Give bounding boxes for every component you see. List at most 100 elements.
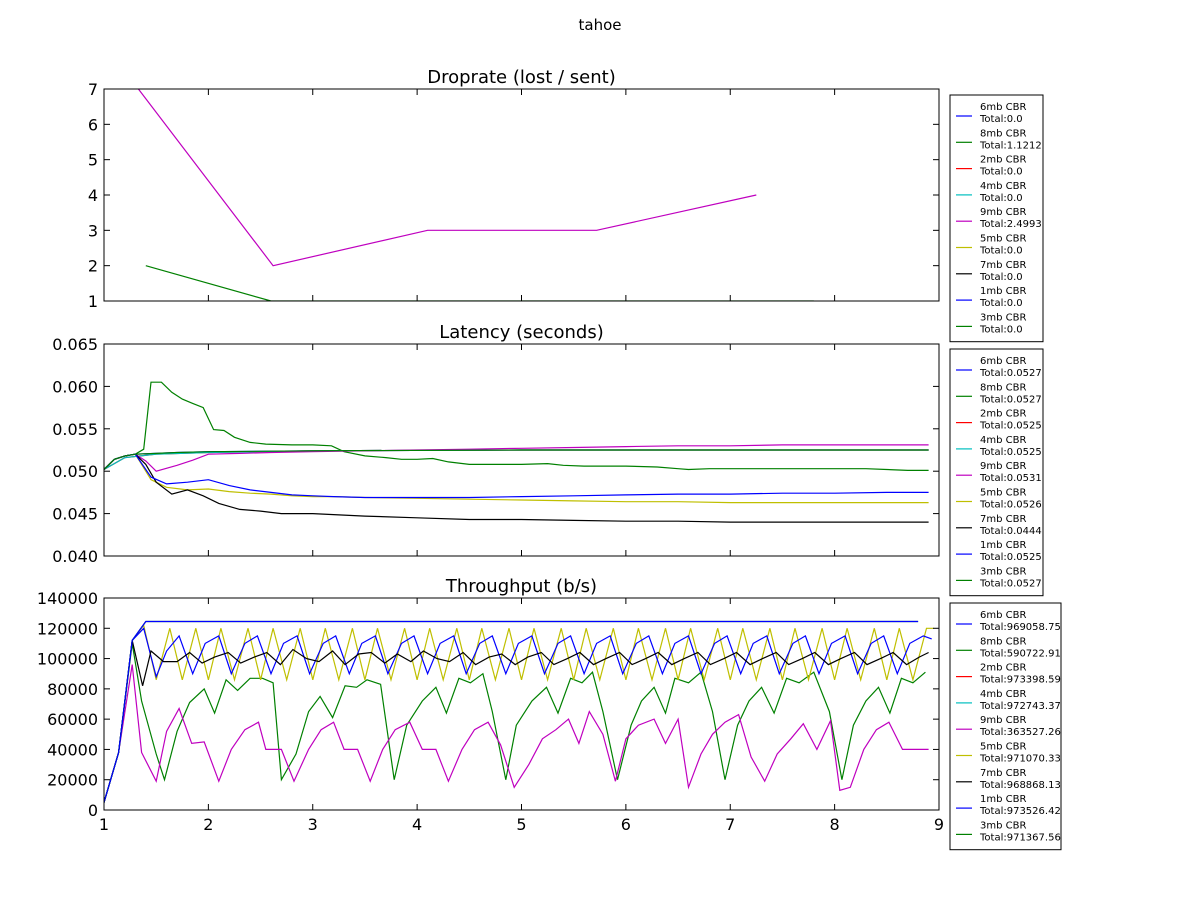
throughput-ytick-label: 80000 [47,680,98,699]
latency-legend-name: 3mb CBR [980,566,1026,577]
throughput-ytick-label: 40000 [47,740,98,759]
throughput-ytick-label: 60000 [47,710,98,729]
latency-legend-total: Total:0.0525 [979,421,1042,432]
droprate-legend-total: Total:0.0 [979,324,1023,335]
droprate-legend-total: Total:0.0 [979,272,1023,283]
throughput-ytick-label: 0 [88,801,98,820]
latency-series-2mb-cbr [104,449,929,471]
throughput-ytick-label: 20000 [47,771,98,790]
latency-ytick-label: 0.045 [52,505,98,524]
latency-legend-total: Total:0.0527 [979,394,1042,405]
droprate-legend-total: Total:0.0 [979,298,1023,309]
latency-series-1mb-cbr [104,453,929,499]
droprate-legend-name: 1mb CBR [980,286,1026,297]
throughput-ytick-label: 100000 [37,650,98,669]
latency-legend-total: Total:0.0526 [979,500,1042,511]
latency-legend-name: 6mb CBR [980,356,1026,367]
droprate-series-9mb-cbr [137,89,757,267]
throughput-legend-name: 9mb CBR [980,715,1026,726]
latency-legend-total: Total:0.0527 [979,368,1042,379]
latency-series-5mb-cbr [104,453,929,504]
latency-series-9mb-cbr [104,444,929,472]
throughput-xtick-label: 3 [308,815,318,834]
throughput-legend-total: Total:972743.37 [979,701,1061,712]
droprate-ytick-label: 1 [88,292,98,311]
latency-ytick-label: 0.060 [52,377,98,396]
droprate-legend-name: 2mb CBR [980,155,1026,166]
latency-legend-name: 9mb CBR [980,461,1026,472]
latency-series-3mb-cbr [104,449,929,470]
latency-series-6mb-cbr [104,449,929,470]
throughput-legend-name: 2mb CBR [980,663,1026,674]
droprate-legend-name: 9mb CBR [980,207,1026,218]
figure-suptitle: tahoe [579,16,622,34]
latency-legend-name: 7mb CBR [980,514,1026,525]
latency-legend-name: 1mb CBR [980,540,1026,551]
throughput-series-7mb-cbr [104,640,929,803]
droprate-legend-name: 6mb CBR [980,102,1026,113]
latency-legend-total: Total:0.0531 [979,473,1042,484]
throughput-legend-total: Total:971070.33 [979,754,1061,765]
droprate-axes-frame [103,88,940,302]
latency-series-4mb-cbr [104,449,929,471]
droprate-legend-name: 5mb CBR [980,234,1026,245]
latency-title: Latency (seconds) [439,322,604,343]
droprate-legend-name: 4mb CBR [980,181,1026,192]
droprate-plot-area [137,89,814,301]
droprate-ytick-label: 2 [88,257,98,276]
throughput-xtick-label: 1 [99,815,109,834]
droprate-legend-total: Total:1.1212 [979,140,1042,151]
droprate-legend-total: Total:0.0 [979,167,1023,178]
throughput-xtick-label: 6 [621,815,631,834]
throughput-legend-total: Total:973526.42 [979,806,1061,817]
latency-ytick-label: 0.050 [52,462,98,481]
throughput-xtick-label: 7 [725,815,735,834]
throughput-legend-name: 1mb CBR [980,794,1026,805]
throughput-series-1mb-cbr [104,620,919,803]
latency-legend-total: Total:0.0444 [979,526,1042,537]
throughput-xtick-label: 4 [412,815,422,834]
droprate-ytick-label: 5 [88,151,98,170]
latency-series-7mb-cbr [104,453,929,523]
throughput-legend-name: 5mb CBR [980,742,1026,753]
latency-legend-total: Total:0.0525 [979,552,1042,563]
throughput-ytick-label: 120000 [37,619,98,638]
throughput-legend-name: 3mb CBR [980,820,1026,831]
latency-ytick-label: 0.065 [52,335,98,354]
throughput-title: Throughput (b/s) [445,576,597,597]
throughput-plot-area [104,620,934,803]
droprate-ytick-label: 6 [88,115,98,134]
droprate-title: Droprate (lost / sent) [427,67,616,88]
droprate-legend-name: 8mb CBR [980,128,1026,139]
droprate-ytick-label: 3 [88,221,98,240]
throughput-ytick-label: 140000 [37,589,98,608]
throughput-series-6mb-cbr [104,627,932,803]
throughput-xtick-label: 5 [516,815,526,834]
throughput-legend-name: 6mb CBR [980,610,1026,621]
latency-plot-area [104,381,929,523]
droprate-legend-total: Total:0.0 [979,114,1023,125]
throughput-legend-name: 7mb CBR [980,768,1026,779]
throughput-xtick-label: 9 [934,815,944,834]
throughput-xtick-label: 2 [203,815,213,834]
latency-legend-name: 4mb CBR [980,435,1026,446]
droprate-ytick-label: 4 [88,186,98,205]
throughput-legend-total: Total:969058.75 [979,622,1061,633]
throughput-legend-name: 4mb CBR [980,689,1026,700]
throughput-legend-total: Total:590722.91 [979,648,1061,659]
throughput-legend-total: Total:968868.13 [979,780,1061,791]
latency-ytick-label: 0.055 [52,420,98,439]
droprate-legend-total: Total:2.4993 [979,219,1042,230]
throughput-legend-total: Total:973398.59 [979,675,1061,686]
droprate-series-8mb-cbr [145,265,814,301]
throughput-series-8mb-cbr [104,643,926,803]
throughput-series-9mb-cbr [104,664,929,803]
latency-panel: Latency (seconds) 0.040 0.045 0.050 0.055 0.0… [52,322,1044,597]
throughput-xtick-label: 8 [830,815,840,834]
droprate-legend-name: 7mb CBR [980,260,1026,271]
throughput-panel: Throughput (b/s) 0 20000 40000 60000 80000 100… [37,576,1062,851]
